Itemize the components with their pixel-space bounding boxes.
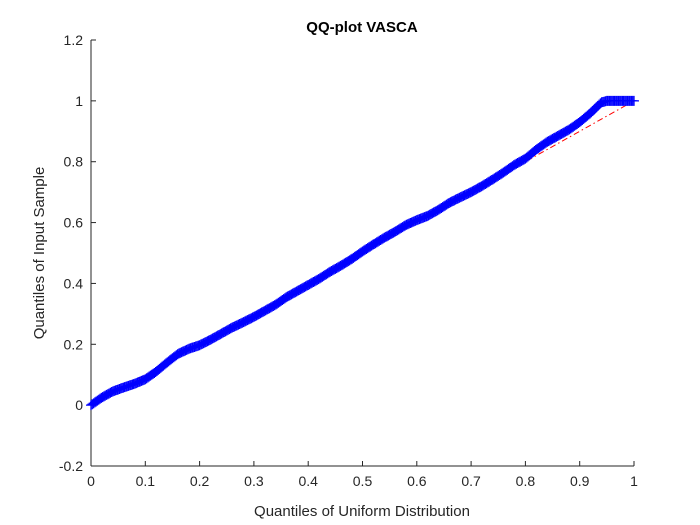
x-tick-label: 0.8 <box>516 473 536 489</box>
y-axis-label: Quantiles of Input Sample <box>31 167 48 340</box>
y-tick-label: 1 <box>75 93 83 109</box>
y-tick-label: 0.6 <box>64 215 84 231</box>
x-tick-label: 1 <box>630 473 638 489</box>
x-tick-label: 0.4 <box>298 473 318 489</box>
chart-title: QQ-plot VASCA <box>306 19 418 36</box>
x-tick-label: 0.3 <box>244 473 264 489</box>
x-tick-label: 0.6 <box>407 473 427 489</box>
y-tick-label: 1.2 <box>64 32 84 48</box>
y-tick-label: 0.2 <box>64 336 84 352</box>
y-tick-label: -0.2 <box>59 458 83 474</box>
y-tick-label: 0 <box>75 397 83 413</box>
qq-points <box>86 95 639 411</box>
x-tick-label: 0.2 <box>190 473 210 489</box>
qq-point-marker <box>629 95 639 106</box>
x-tick-label: 0 <box>87 473 95 489</box>
y-tick-label: 0.8 <box>64 154 84 170</box>
x-axis-label: Quantiles of Uniform Distribution <box>254 503 470 520</box>
axes: 0 0.1 0.2 0.3 0.4 0.5 0.6 0.7 0.8 0.9 1-0.200.20.4… <box>59 32 638 489</box>
data-marks <box>86 95 639 411</box>
x-tick-label: 0.7 <box>461 473 481 489</box>
x-tick-label: 0.5 <box>353 473 373 489</box>
y-tick-label: 0.4 <box>64 275 84 291</box>
x-tick-label: 0.9 <box>570 473 590 489</box>
x-tick-label: 0.1 <box>136 473 156 489</box>
